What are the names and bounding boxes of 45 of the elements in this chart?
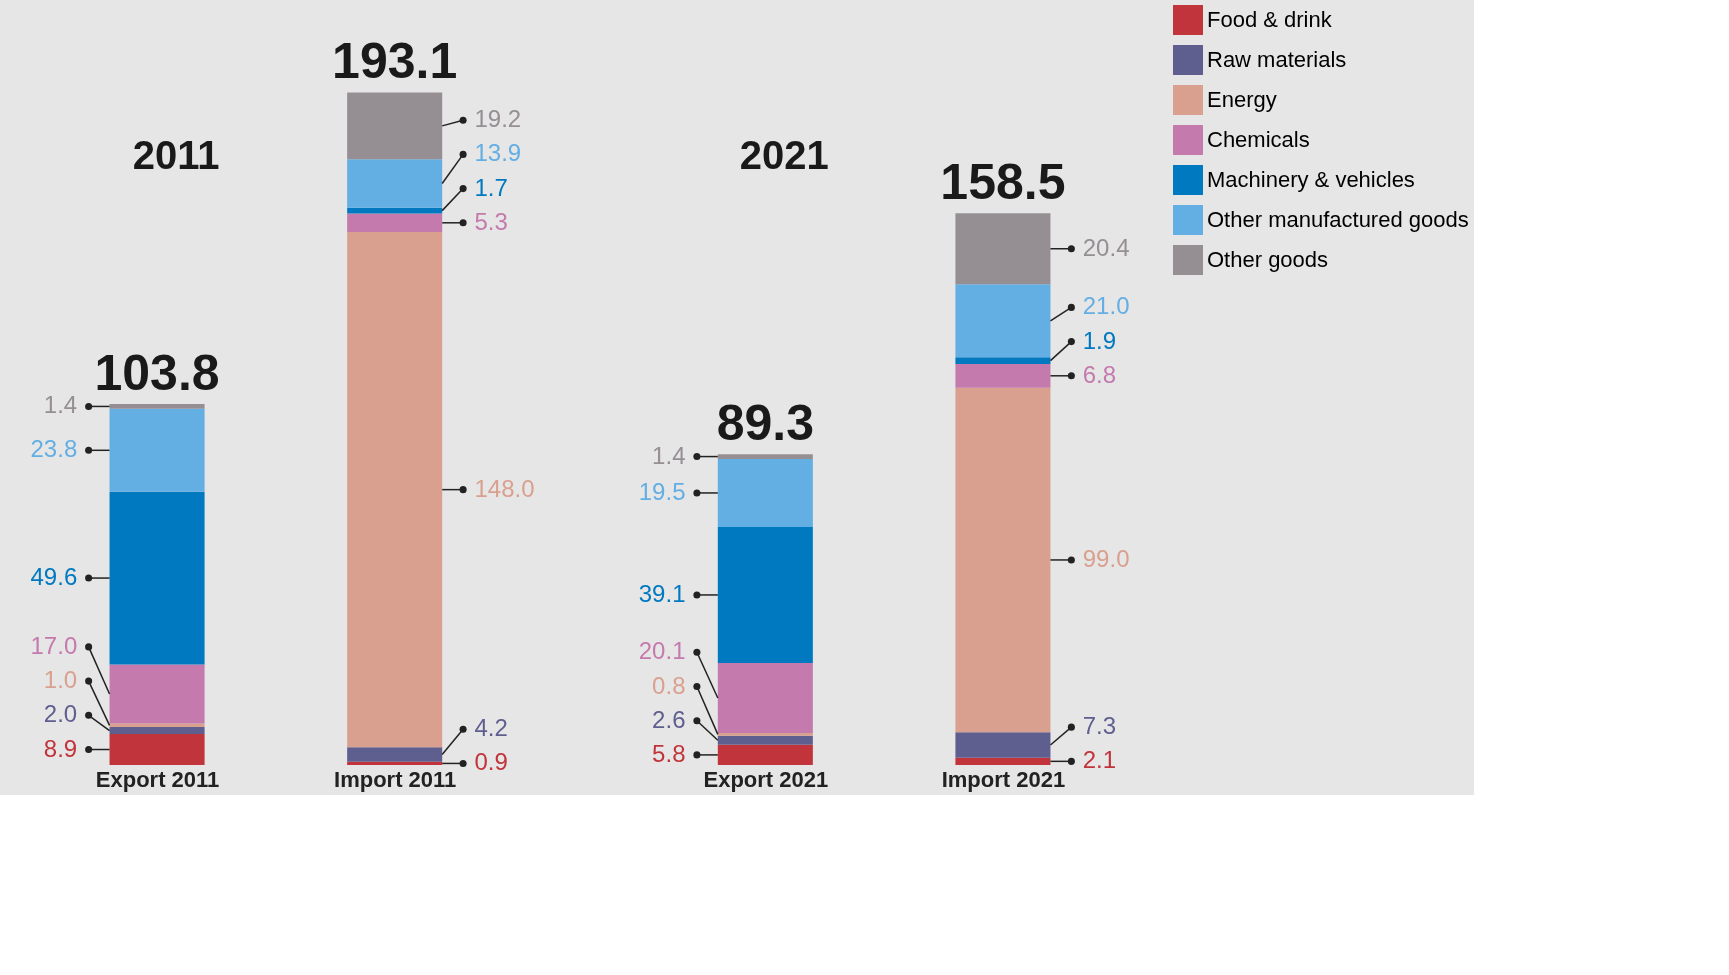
legend-label: Energy xyxy=(1207,87,1277,112)
legend-label: Machinery & vehicles xyxy=(1207,167,1415,192)
data-label: 2.1 xyxy=(1082,746,1117,774)
legend-label: Other goods xyxy=(1207,247,1329,272)
data-label: 5.8 xyxy=(652,739,686,767)
data-label: 5.3 xyxy=(474,207,508,235)
data-label: 1.7 xyxy=(474,173,508,201)
annotation: 2021 xyxy=(739,133,829,177)
data-label: 0.8 xyxy=(652,671,686,699)
x-tick-label: Export 2021 xyxy=(703,766,829,792)
data-label: 8.9 xyxy=(43,734,78,762)
data-label: 4.2 xyxy=(474,714,508,742)
x-tick-label: Import 2021 xyxy=(941,766,1066,792)
annotation: 2011 xyxy=(132,133,220,177)
data-label: 49.6 xyxy=(30,563,78,591)
data-label: 2.0 xyxy=(43,700,78,728)
data-label: 6.8 xyxy=(1082,360,1117,388)
legend-label: Food & drink xyxy=(1207,7,1333,32)
total-label: 103.8 xyxy=(94,345,220,401)
x-tick-label: Export 2011 xyxy=(95,766,220,792)
data-label: 23.8 xyxy=(30,435,78,463)
data-label: 39.1 xyxy=(638,579,686,607)
data-label: 2.6 xyxy=(652,705,686,733)
data-label: 20.1 xyxy=(638,637,686,665)
total-label: 89.3 xyxy=(716,395,814,452)
data-label: 20.4 xyxy=(1082,233,1130,261)
data-label: 1.9 xyxy=(1082,326,1117,354)
legend-label: Chemicals xyxy=(1207,127,1310,152)
total-label: 158.5 xyxy=(940,154,1066,211)
data-label: 0.9 xyxy=(474,748,508,776)
data-label: 21.0 xyxy=(1082,292,1130,320)
data-label: 17.0 xyxy=(30,631,78,659)
data-label: 1.4 xyxy=(652,441,686,469)
data-label: 19.2 xyxy=(474,105,522,133)
data-label: 13.9 xyxy=(474,139,522,167)
data-label: 99.0 xyxy=(1082,544,1130,572)
legend-label: Other manufactured goods xyxy=(1207,207,1469,232)
x-tick-label: Import 2011 xyxy=(334,766,457,792)
total-label: 193.1 xyxy=(332,33,458,90)
data-label: 148.0 xyxy=(474,474,535,502)
legend-label: Raw materials xyxy=(1207,47,1347,72)
data-label: 19.5 xyxy=(638,477,686,505)
data-label: 1.0 xyxy=(43,666,78,694)
data-label: 1.4 xyxy=(43,391,78,419)
data-label: 7.3 xyxy=(1082,712,1117,740)
